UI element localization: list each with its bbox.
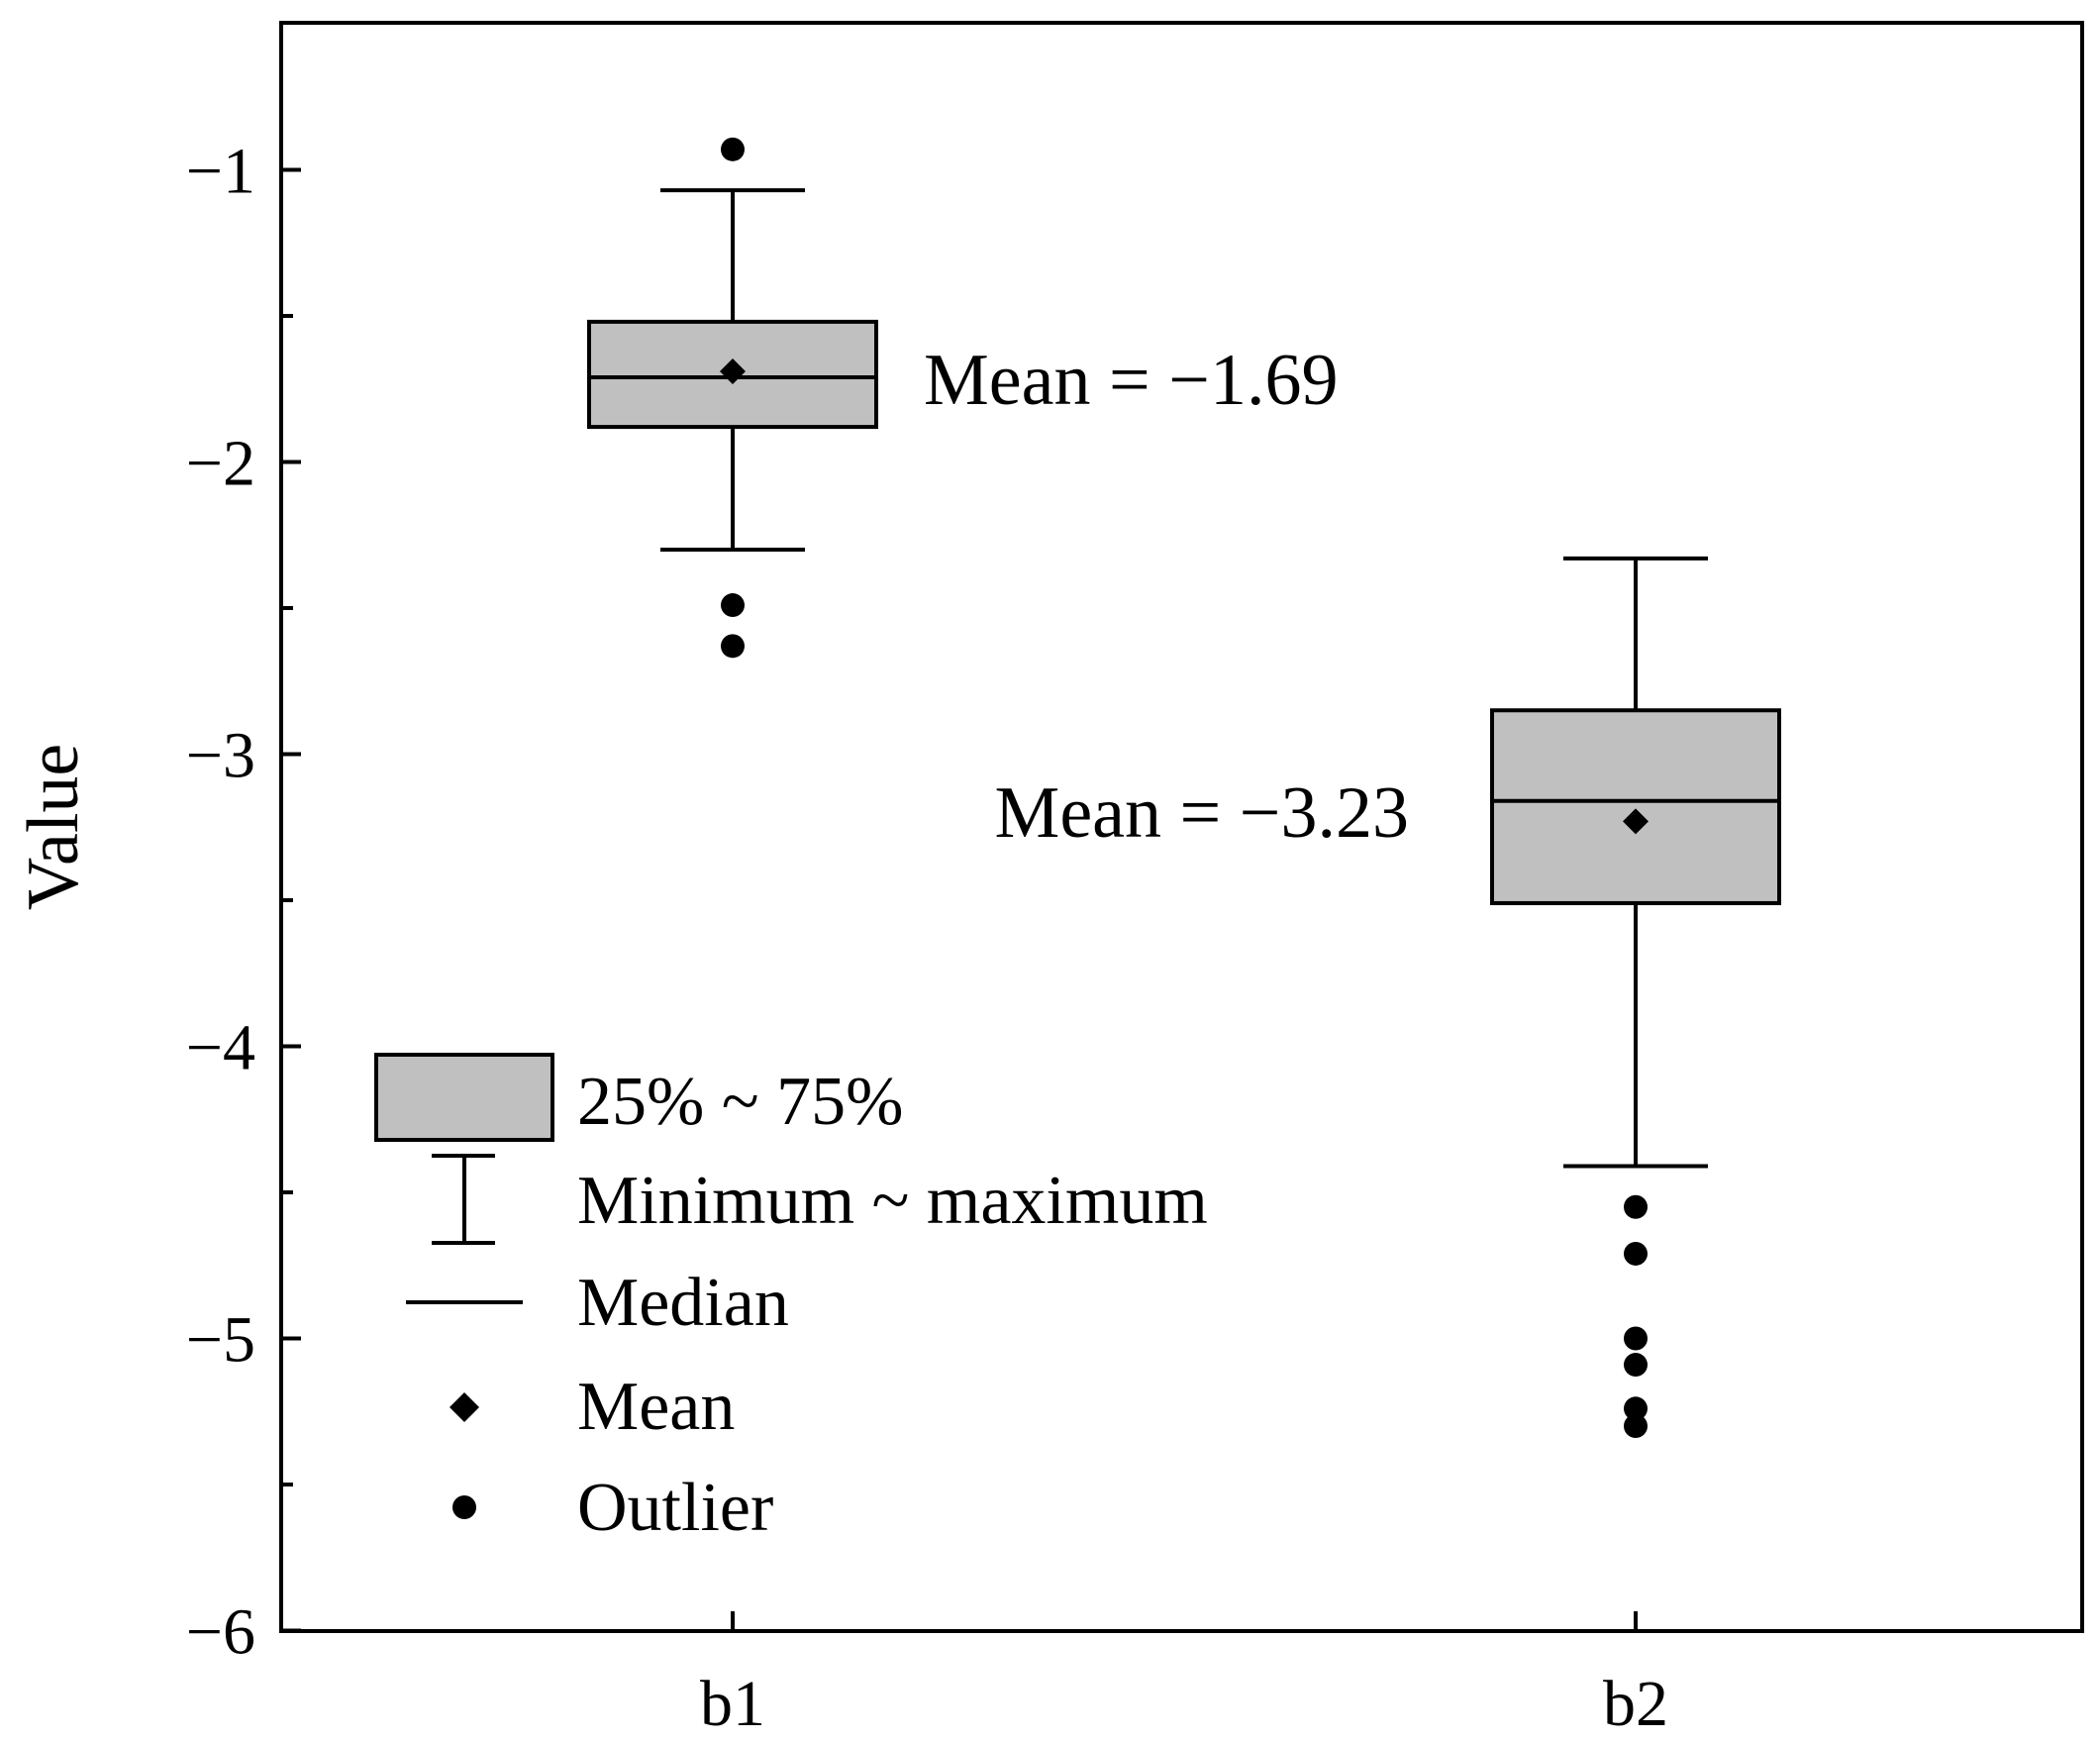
y-tick-label: −5 [186, 1304, 255, 1377]
y-tick-label: −4 [186, 1012, 255, 1084]
outlier-point [721, 634, 745, 659]
iqr-box [1490, 708, 1781, 905]
box-group-b1 [587, 137, 878, 659]
legend-label-median: Median [577, 1265, 789, 1341]
outlier-point [1624, 1353, 1648, 1378]
legend-label-mean: Mean [577, 1369, 735, 1445]
mean-marker [1623, 808, 1649, 835]
outlier-point [1624, 1326, 1648, 1351]
mean-annotation-b1: Mean = −1.69 [924, 340, 1338, 421]
plot-frame [279, 21, 2084, 1633]
outlier-point [1624, 1194, 1648, 1219]
y-axis-title: Value [13, 744, 94, 911]
boxes [587, 137, 1781, 1438]
outlier-point [721, 137, 745, 161]
outlier-point [721, 593, 745, 618]
outlier-point [1624, 1414, 1648, 1438]
dot-icon [452, 1495, 476, 1519]
box-group-b2 [1490, 556, 1781, 1438]
legend-label-whisker: Minimum ~ maximum [577, 1163, 1208, 1239]
y-axis: −1 −2 −3 −4 −5 −6 [186, 136, 301, 1669]
box-icon [374, 1053, 554, 1142]
y-tick-label: −3 [186, 720, 255, 792]
x-tick-label: b1 [700, 1668, 765, 1740]
diamond-icon [450, 1392, 479, 1422]
legend: 25% ~ 75% Minimum ~ maximum Median Mean … [374, 1053, 1208, 1546]
y-tick-label: −1 [186, 136, 255, 208]
mean-annotation-b2: Mean = −3.23 [995, 772, 1409, 854]
y-tick-label: −6 [186, 1596, 255, 1669]
mean-marker [720, 359, 746, 385]
legend-label-box: 25% ~ 75% [577, 1064, 904, 1140]
x-tick-label: b2 [1603, 1668, 1668, 1740]
x-axis: b1 b2 [700, 1611, 1668, 1740]
legend-label-outlier: Outlier [577, 1470, 773, 1546]
y-tick-label: −2 [186, 428, 255, 500]
outlier-point [1624, 1241, 1648, 1266]
outlier-point [1624, 1396, 1648, 1421]
whisker-icon [432, 1154, 495, 1245]
